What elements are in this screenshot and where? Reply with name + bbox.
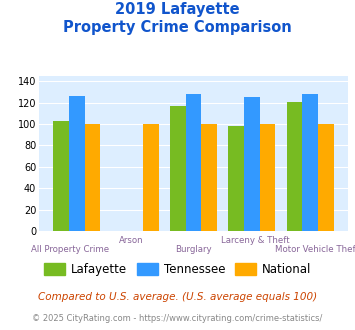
Bar [201,124,217,231]
Text: Property Crime Comparison: Property Crime Comparison [63,20,292,35]
Bar [170,106,186,231]
Text: Motor Vehicle Theft: Motor Vehicle Theft [275,245,355,254]
Bar [69,96,84,231]
Bar [84,124,100,231]
Bar [318,124,334,231]
Bar [53,121,69,231]
Bar [244,97,260,231]
Text: All Property Crime: All Property Crime [31,245,109,254]
Legend: Lafayette, Tennessee, National: Lafayette, Tennessee, National [39,258,316,281]
Bar [302,94,318,231]
Bar [228,126,244,231]
Bar [143,124,159,231]
Bar [186,94,201,231]
Text: 2019 Lafayette: 2019 Lafayette [115,2,240,16]
Text: Larceny & Theft: Larceny & Theft [221,236,290,245]
Text: Arson: Arson [119,236,144,245]
Text: © 2025 CityRating.com - https://www.cityrating.com/crime-statistics/: © 2025 CityRating.com - https://www.city… [32,314,323,323]
Bar [286,102,302,231]
Bar [260,124,275,231]
Text: Compared to U.S. average. (U.S. average equals 100): Compared to U.S. average. (U.S. average … [38,292,317,302]
Text: Burglary: Burglary [175,245,212,254]
